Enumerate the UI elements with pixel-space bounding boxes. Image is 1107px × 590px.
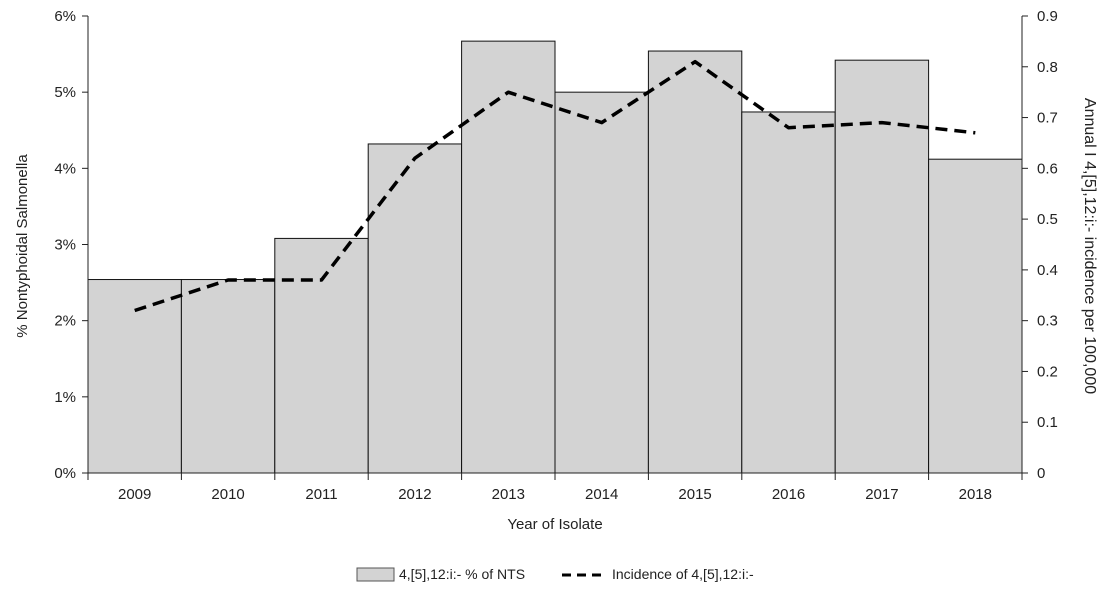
x-tick-label-2012: 2012 (398, 486, 431, 503)
x-tick-label-2014: 2014 (585, 486, 618, 503)
bar-2013 (461, 40, 556, 474)
legend-bar-label: 4,[5],12:i:- % of NTS (399, 566, 525, 582)
y2-tick-label: 0.5 (1037, 211, 1058, 228)
y-tick-label: 6% (54, 8, 76, 25)
right-tick-labels: 0 0.1 0.2 0.3 0.4 0.5 0.6 0.7 0.8 0.9 (1037, 8, 1058, 482)
bar-2012 (367, 143, 463, 474)
y2-axis-title: Annual I 4,[5],12:i:- incidence per 100,… (1081, 98, 1098, 394)
y-tick-label: 0% (54, 465, 76, 482)
bar-2018 (928, 158, 1023, 474)
y2-tick-label: 0.4 (1037, 262, 1058, 279)
x-tick-label-2018: 2018 (959, 486, 992, 503)
y2-tick-label: 0.7 (1037, 110, 1058, 127)
x-tick-label-2011: 2011 (305, 486, 337, 503)
x-axis-title: Year of Isolate (507, 516, 602, 533)
y2-tick-label: 0.6 (1037, 160, 1058, 177)
y2-tick-label: 0.1 (1037, 414, 1058, 431)
y-axis-title: % Nontyphoidal Salmonella (14, 154, 31, 338)
y-tick-label: 2% (54, 313, 76, 330)
x-tick-label-2015: 2015 (678, 486, 711, 503)
bar-2014 (554, 91, 649, 474)
y2-tick-label: 0.8 (1037, 59, 1058, 76)
bar-2011 (274, 237, 369, 474)
y2-tick-label: 0.2 (1037, 363, 1058, 380)
y2-tick-label: 0.9 (1037, 8, 1058, 25)
y2-tick-label: 0 (1037, 465, 1045, 482)
bars-layer (87, 40, 1023, 474)
y2-tick-label: 0.3 (1037, 313, 1058, 330)
y-tick-label: 5% (54, 84, 76, 101)
x-tick-label-2009: 2009 (118, 486, 151, 503)
legend-bar-swatch (356, 567, 395, 582)
bar-2017 (834, 59, 930, 474)
legend: 4,[5],12:i:- % of NTS Incidence of 4,[5]… (356, 566, 754, 582)
incidence-line (134, 59, 976, 313)
axes-layer (82, 15, 1028, 480)
left-tick-labels: 0% 1% 2% 3% 4% 5% 6% (54, 8, 76, 482)
x-tick-label-2013: 2013 (492, 486, 525, 503)
x-tick-label-2010: 2010 (211, 486, 244, 503)
legend-line-label: Incidence of 4,[5],12:i:- (612, 566, 754, 582)
bar-2010 (180, 279, 276, 474)
y-tick-label: 1% (54, 389, 76, 406)
bar-2015 (647, 50, 743, 474)
x-tick-labels: 2009 2010 2011 2012 2013 2014 2015 2016 2017 2018 (118, 486, 992, 503)
line-layer (134, 59, 976, 313)
y-tick-label: 4% (54, 160, 76, 177)
x-tick-label-2016: 2016 (772, 486, 805, 503)
bar-2016 (741, 111, 836, 474)
bar-2009 (87, 279, 182, 474)
y-tick-label: 3% (54, 237, 76, 254)
x-tick-label-2017: 2017 (865, 486, 898, 503)
